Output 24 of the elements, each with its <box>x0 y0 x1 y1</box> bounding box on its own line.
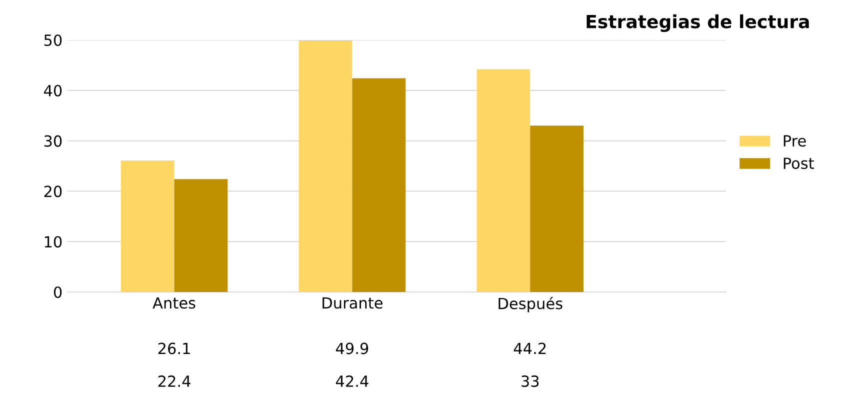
y-tick-label: 30 <box>44 135 62 147</box>
bar <box>120 160 174 292</box>
data-label: 42.4 <box>336 375 368 387</box>
chart-title: Estrategias de lectura <box>586 14 809 32</box>
y-tick-label: 40 <box>44 84 62 96</box>
y-tick-label: 20 <box>44 186 62 198</box>
bar <box>530 126 584 292</box>
y-tick-label: 50 <box>44 34 62 46</box>
data-label: 44.2 <box>514 342 546 354</box>
bar <box>476 69 530 292</box>
y-tick-label: 0 <box>54 286 62 298</box>
x-tick-label: Antes <box>152 297 196 309</box>
bar <box>298 40 352 292</box>
data-label: 33 <box>522 375 539 387</box>
legend-label: Pre <box>784 135 806 147</box>
x-tick-label: Después <box>498 296 562 312</box>
data-label: 49.9 <box>336 342 368 354</box>
legend-label: Post <box>784 158 814 170</box>
bar <box>174 179 228 292</box>
y-tick-label: 10 <box>44 236 62 248</box>
data-label: 22.4 <box>158 375 190 387</box>
x-tick-label: Durante <box>322 297 382 309</box>
data-label: 26.1 <box>158 342 190 354</box>
bar <box>352 78 406 292</box>
